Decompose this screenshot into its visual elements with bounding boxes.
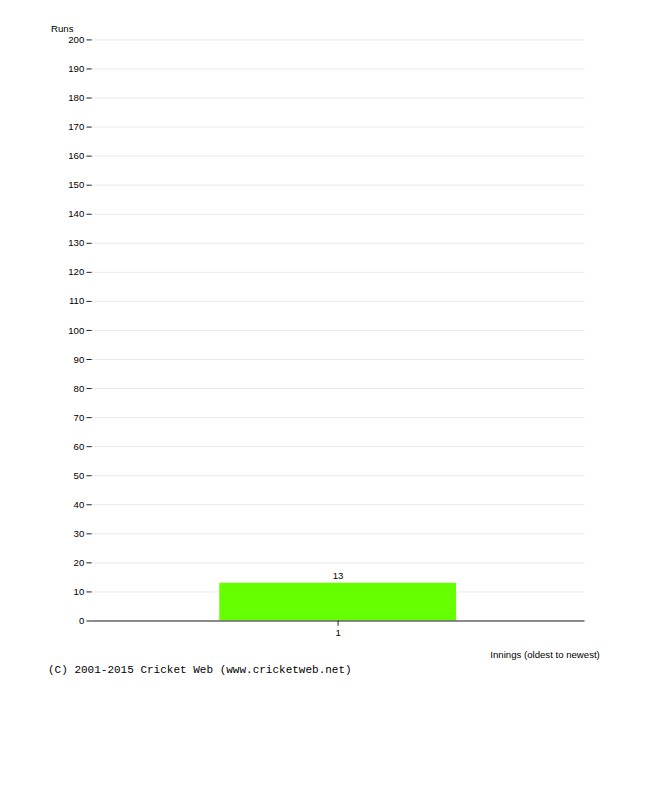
svg-text:90: 90 (74, 354, 85, 365)
svg-text:40: 40 (74, 499, 85, 510)
svg-text:60: 60 (74, 441, 85, 452)
svg-text:10: 10 (74, 586, 85, 597)
svg-text:Runs: Runs (51, 23, 74, 34)
svg-text:110: 110 (69, 295, 84, 306)
html-text:(C) 2001-2015 Cricket Web (www: (C) 2001-2015 Cricket Web (www.cricketwe… (48, 663, 352, 676)
svg-text:130: 130 (68, 237, 84, 248)
svg-text:150: 150 (68, 179, 84, 190)
svg-text:190: 190 (68, 63, 84, 74)
svg-text:30: 30 (74, 528, 85, 539)
svg-text:Innings (oldest to newest): Innings (oldest to newest) (490, 649, 600, 660)
svg-text:120: 120 (68, 266, 84, 277)
svg-text:50: 50 (74, 470, 85, 481)
svg-text:170: 170 (68, 121, 84, 132)
svg-text:200: 200 (68, 34, 84, 45)
svg-text:80: 80 (74, 383, 85, 394)
svg-text:180: 180 (68, 92, 84, 103)
svg-text:13: 13 (333, 570, 344, 581)
svg-text:140: 140 (68, 208, 84, 219)
svg-text:0: 0 (79, 615, 84, 626)
svg-text:100: 100 (68, 325, 84, 336)
svg-text:1: 1 (335, 627, 340, 638)
svg-text:20: 20 (74, 557, 85, 568)
svg-text:160: 160 (68, 150, 84, 161)
svg-text:70: 70 (74, 412, 85, 423)
